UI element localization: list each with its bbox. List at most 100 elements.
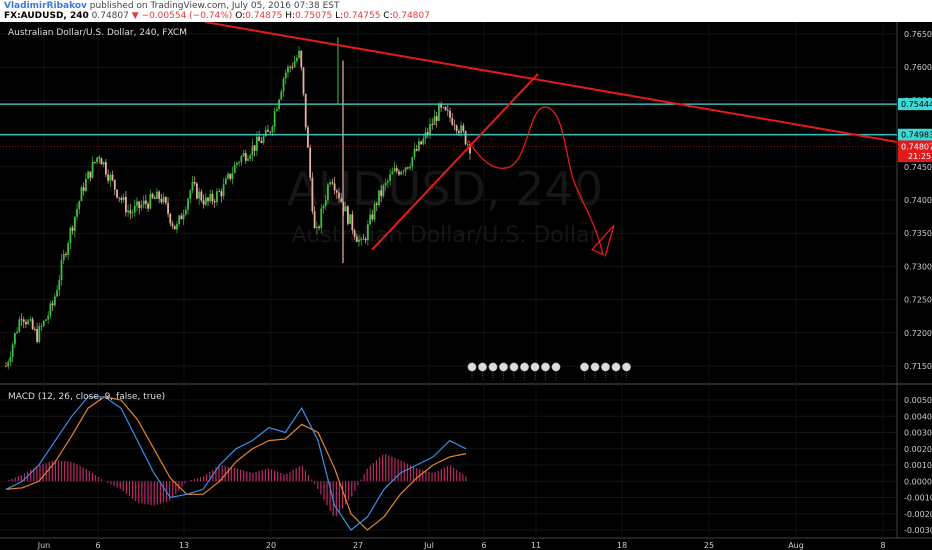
candle-body	[178, 215, 181, 225]
candle-body	[89, 171, 92, 178]
candle-body	[58, 280, 61, 291]
candle-body	[293, 61, 296, 68]
candle-body	[327, 184, 329, 201]
countdown-label: 21:25	[908, 152, 931, 161]
candle-body	[453, 124, 456, 126]
candle-body	[275, 109, 278, 112]
candle-body	[415, 148, 418, 151]
candle-body	[446, 110, 449, 111]
macd-tick-label: 0.0030	[904, 429, 932, 438]
resistance-trendline	[204, 22, 898, 143]
symbol-label: FX:AUDUSD, 240	[4, 11, 89, 21]
signal-line	[5, 396, 467, 531]
candle-body	[207, 197, 209, 202]
candle-body	[33, 328, 36, 330]
candle-body	[113, 179, 116, 190]
chart-canvas[interactable]: 0.765000.760000.755000.750000.745000.740…	[0, 22, 932, 550]
author-link[interactable]: VladimirRibakov	[4, 1, 87, 11]
open-value: 0.74875	[245, 11, 283, 21]
chart-background	[0, 22, 932, 550]
candle-body	[198, 191, 201, 199]
candle-body	[351, 214, 354, 231]
candle-body	[391, 171, 394, 175]
candle-body	[287, 66, 289, 73]
candle-body	[149, 193, 152, 209]
candle-body	[273, 111, 276, 127]
level-price-tag	[898, 128, 932, 141]
economic-event-icon	[541, 362, 550, 372]
candle-body	[49, 303, 52, 316]
candle-body	[62, 254, 65, 261]
candle-body	[264, 129, 267, 137]
candle-body	[156, 191, 158, 199]
close-value: 0.74807	[392, 11, 430, 21]
candle-body	[244, 153, 247, 161]
candle-body	[40, 325, 43, 327]
candle-body	[69, 227, 72, 243]
candle-body	[227, 173, 229, 179]
candle-body	[153, 197, 156, 199]
candle-body	[51, 303, 54, 306]
candle-body	[451, 117, 454, 125]
close-label: C:	[383, 11, 393, 21]
macd-tick-label: -0.0020	[904, 510, 932, 519]
candle-body	[189, 190, 192, 199]
candle-body	[9, 356, 12, 363]
candle-body	[138, 201, 141, 209]
candle-body	[262, 136, 265, 143]
candle-body	[167, 202, 169, 214]
economic-event-icon	[499, 362, 508, 372]
open-label: O:	[235, 11, 246, 21]
candle-body	[164, 197, 167, 203]
publish-line: VladimirRibakov published on TradingView…	[4, 1, 340, 11]
candle-body	[346, 206, 349, 224]
candle-body	[213, 201, 216, 203]
time-tick-label: 6	[95, 541, 100, 550]
candle-body	[462, 125, 465, 132]
candle-body	[13, 333, 16, 345]
candle-body	[111, 174, 114, 180]
candle-body	[173, 225, 176, 230]
economic-event-icon	[488, 362, 498, 372]
candle-body	[398, 171, 400, 175]
candle-body	[229, 173, 232, 179]
high-label: H:	[285, 11, 296, 21]
candle-body	[400, 171, 403, 175]
candle-body	[440, 103, 443, 108]
ohlc-line: FX:AUDUSD, 240 0.74807 ▼ −0.00554 (−0.74…	[4, 11, 430, 21]
candle-body	[204, 197, 207, 205]
candle-body	[331, 182, 334, 184]
candle-body	[438, 103, 440, 121]
candle-body	[300, 50, 303, 68]
macd-tick-label: 0.0050	[904, 396, 932, 405]
candle-body	[364, 238, 367, 241]
candle-body	[258, 136, 260, 142]
candle-body	[371, 214, 374, 220]
candle-body	[329, 182, 332, 185]
candle-body	[193, 182, 196, 184]
candle-body	[222, 184, 225, 197]
candle-body	[426, 132, 429, 135]
candle-body	[16, 331, 19, 334]
candle-body	[431, 124, 434, 126]
candle-body	[235, 162, 238, 165]
time-tick-label: Jun	[37, 541, 51, 550]
candle-body	[140, 204, 143, 209]
macd-tick-label: 0.0000	[904, 477, 932, 486]
candle-body	[160, 198, 163, 203]
candle-body	[280, 91, 283, 100]
candle-body	[136, 201, 138, 206]
candle-body	[406, 167, 409, 169]
candle-body	[216, 191, 218, 203]
chart-title: Australian Dollar/U.S. Dollar, 240, FXCM	[8, 28, 187, 38]
economic-event-icon	[467, 362, 477, 372]
macd-line	[5, 396, 467, 531]
candle-body	[302, 67, 305, 94]
candle-body	[251, 145, 254, 156]
candle-body	[29, 319, 32, 321]
candle-body	[224, 178, 227, 185]
candle-body	[85, 178, 87, 191]
